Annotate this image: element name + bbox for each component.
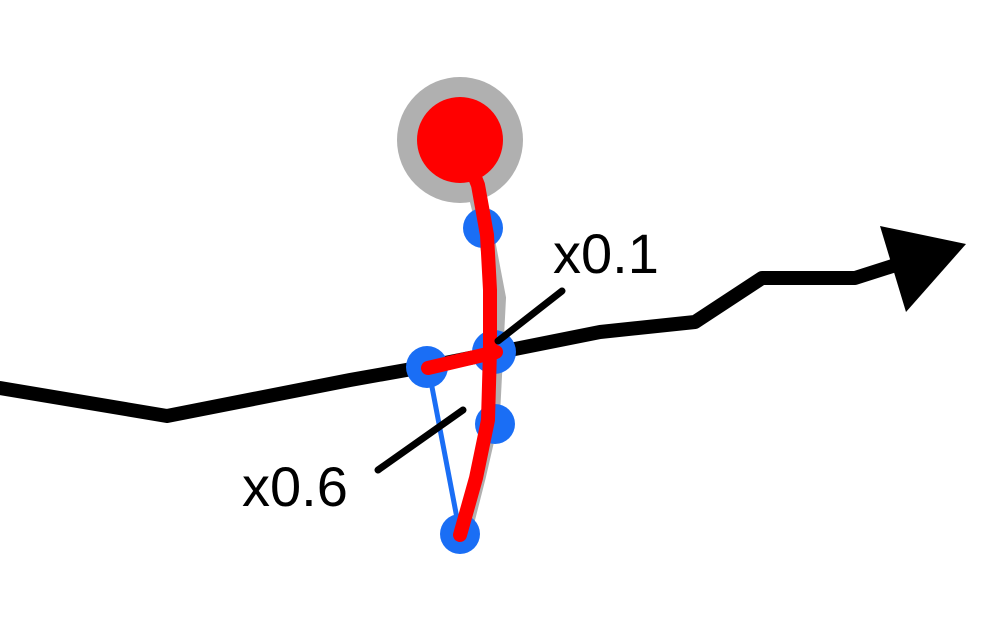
- highlight-cross-segment: [421, 345, 503, 375]
- arrowhead-icon: [880, 226, 966, 312]
- circle-knob-icon[interactable]: [417, 97, 503, 183]
- upper-leader-line: [494, 287, 566, 345]
- highlight-path: [453, 133, 497, 542]
- lower-leader-line: [374, 406, 467, 474]
- lower-multiplier-label: x0.6: [242, 455, 348, 518]
- upper-multiplier-label: x0.1: [553, 222, 659, 285]
- main-path: [0, 255, 912, 423]
